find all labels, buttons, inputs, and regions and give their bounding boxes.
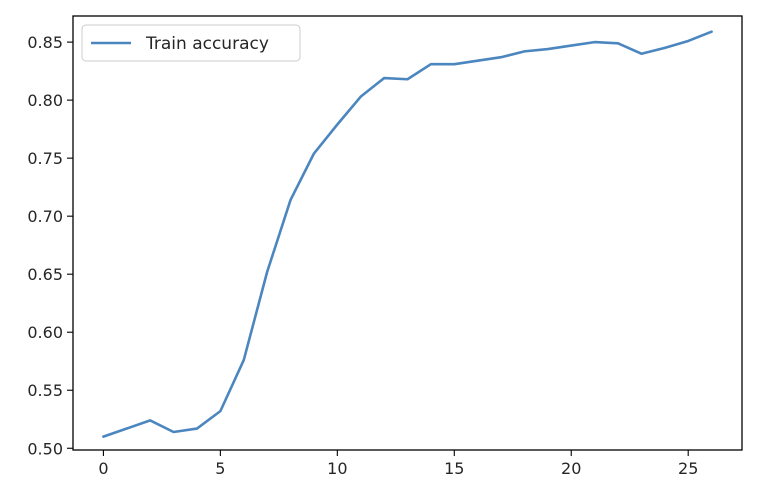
y-tick-label: 0.55 [27,381,63,400]
y-axis: 0.50 0.55 0.60 0.65 0.70 0.75 0.80 0.85 [27,33,73,458]
legend: Train accuracy [81,24,301,62]
y-tick-label: 0.70 [27,207,63,226]
x-axis: 0 5 10 15 20 25 [98,450,698,478]
x-tick-label: 20 [561,459,581,478]
legend-label-train-accuracy: Train accuracy [145,34,269,54]
legend-box [81,24,301,62]
y-tick-label: 0.80 [27,91,63,110]
y-tick-label: 0.75 [27,149,63,168]
x-tick-label: 0 [98,459,108,478]
plot-background [73,16,742,450]
plot-frame [72,15,743,451]
series-line-train-accuracy [102,30,713,438]
y-tick-label: 0.50 [27,439,63,458]
x-tick-label: 10 [327,459,347,478]
x-tick-label: 25 [678,459,698,478]
y-tick-label: 0.85 [27,33,63,52]
x-tick-label: 15 [444,459,464,478]
y-tick-label: 0.65 [27,265,63,284]
x-tick-label: 5 [215,459,225,478]
y-tick-label: 0.60 [27,323,63,342]
